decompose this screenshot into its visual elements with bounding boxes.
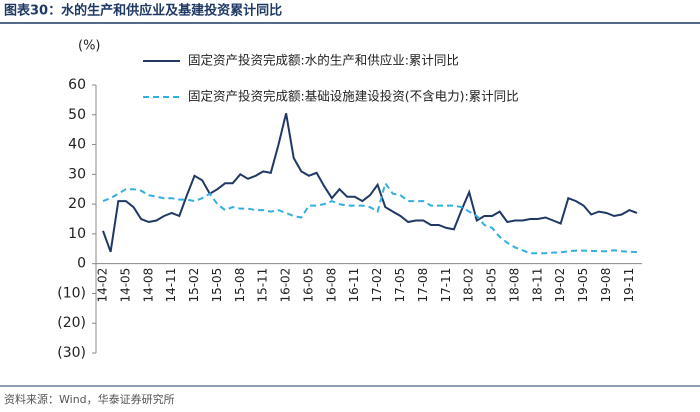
legend-label: 固定资产投资完成额:基础设施建设投资(不含电力):累计同比 (188, 89, 519, 104)
source: 资料来源：Wind，华泰证券研究所 (4, 392, 175, 406)
y-tick-label: 30 (68, 166, 86, 182)
chart-title: 图表30：水的生产和供应业及基建投资累计同比 (4, 3, 282, 19)
legend-label: 固定资产投资完成额:水的生产和供应业:累计同比 (188, 53, 459, 68)
x-tick-label: 17-08 (416, 268, 430, 303)
x-tick-label: 16-08 (324, 268, 338, 303)
x-tick-label: 18-02 (462, 268, 476, 303)
y-tick-label: 40 (68, 137, 86, 153)
series-line (102, 181, 638, 255)
y-tick-label: 20 (68, 196, 86, 212)
x-tick-label: 18-05 (485, 268, 499, 303)
y-tick-label: (10) (57, 285, 86, 301)
x-tick-label: 14-02 (96, 268, 110, 303)
x-tick-label: 15-05 (210, 268, 224, 303)
y-tick-label: 50 (68, 107, 86, 123)
x-tick-label: 19-05 (576, 268, 590, 303)
x-tick-label: 16-05 (301, 268, 315, 303)
x-tick-label: 14-05 (118, 268, 132, 303)
x-tick-label: 14-08 (141, 268, 155, 303)
x-tick-label: 15-02 (187, 268, 201, 303)
x-tick-label: 17-05 (393, 268, 407, 303)
x-tick-label: 16-11 (347, 268, 361, 303)
x-tick-label: 15-08 (233, 268, 247, 303)
y-tick-label: 60 (68, 77, 86, 93)
x-tick-label: 18-11 (530, 268, 544, 303)
x-tick-label: 17-02 (370, 268, 384, 303)
y-tick-label: (20) (57, 315, 86, 331)
x-tick-label: 15-11 (256, 268, 270, 303)
y-tick-label: 0 (77, 256, 86, 272)
x-tick-label: 19-08 (599, 268, 613, 303)
y-tick-label: 10 (68, 226, 86, 242)
x-tick-label: 19-02 (553, 268, 567, 303)
x-tick-label: 14-11 (164, 268, 178, 303)
series-line (102, 113, 638, 253)
x-tick-label: 16-02 (279, 268, 293, 303)
y-tick-label: (30) (57, 345, 86, 361)
x-tick-label: 18-08 (507, 268, 521, 303)
x-tick-label: 17-11 (439, 268, 453, 303)
x-tick-label: 19-11 (622, 268, 636, 303)
y-axis-label: (%) (78, 39, 101, 54)
